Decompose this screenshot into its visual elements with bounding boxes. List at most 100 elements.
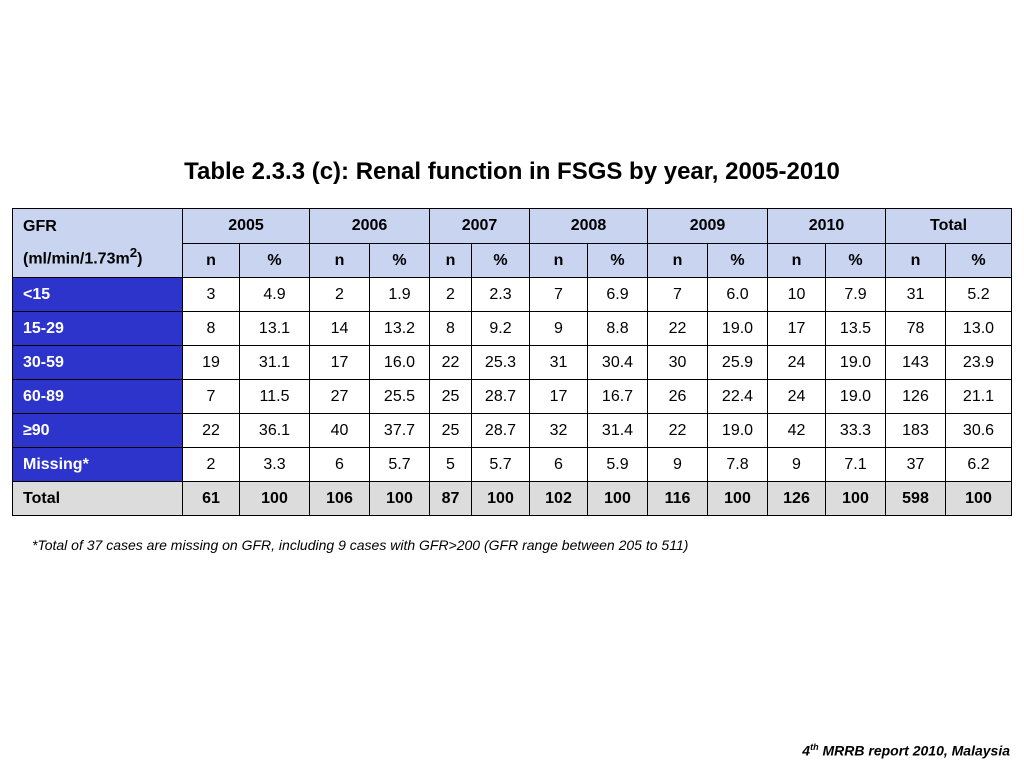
- n-header: n: [182, 243, 240, 278]
- row-label: 30-59: [12, 345, 183, 380]
- count-cell: 17: [529, 379, 588, 414]
- percent-cell: 13.5: [825, 311, 886, 346]
- percent-cell: 7.9: [825, 277, 886, 312]
- percent-cell: 100: [587, 481, 648, 516]
- count-cell: 31: [885, 277, 946, 312]
- percent-cell: 5.2: [945, 277, 1012, 312]
- count-cell: 6: [309, 447, 370, 482]
- count-cell: 14: [309, 311, 370, 346]
- count-cell: 2: [429, 277, 472, 312]
- row-label: Total: [12, 481, 183, 516]
- percent-cell: 31.4: [587, 413, 648, 448]
- percent-cell: 9.2: [471, 311, 530, 346]
- percent-cell: 30.6: [945, 413, 1012, 448]
- count-cell: 30: [647, 345, 708, 380]
- year-header-4: 2009: [647, 208, 768, 244]
- row-label: 60-89: [12, 379, 183, 414]
- year-header-0: 2005: [182, 208, 310, 244]
- percent-cell: 6.2: [945, 447, 1012, 482]
- count-cell: 598: [885, 481, 946, 516]
- count-cell: 126: [885, 379, 946, 414]
- percent-cell: 25.5: [369, 379, 430, 414]
- percent-cell: 5.9: [587, 447, 648, 482]
- count-cell: 78: [885, 311, 946, 346]
- percent-cell: 7.8: [707, 447, 768, 482]
- percent-cell: 16.0: [369, 345, 430, 380]
- count-cell: 22: [429, 345, 472, 380]
- count-cell: 87: [429, 481, 472, 516]
- percent-cell: 100: [945, 481, 1012, 516]
- count-cell: 22: [647, 311, 708, 346]
- count-cell: 17: [309, 345, 370, 380]
- year-header-row: GFR (ml/min/1.73m2) 2005 2006 2007 2008 2009…: [12, 208, 1012, 278]
- count-cell: 2: [182, 447, 240, 482]
- count-cell: 143: [885, 345, 946, 380]
- percent-cell: 5.7: [471, 447, 530, 482]
- percent-cell: 8.8: [587, 311, 648, 346]
- percent-cell: 6.9: [587, 277, 648, 312]
- percent-header: %: [825, 243, 886, 278]
- count-cell: 17: [767, 311, 826, 346]
- n-header: n: [767, 243, 826, 278]
- percent-cell: 31.1: [239, 345, 310, 380]
- percent-header: %: [471, 243, 530, 278]
- percent-cell: 19.0: [707, 413, 768, 448]
- source-credit: 4th MRRB report 2010, Malaysia: [802, 742, 1010, 759]
- gfr-header-sup: 2: [129, 244, 138, 260]
- gfr-header-cell: GFR (ml/min/1.73m2): [12, 208, 183, 278]
- count-cell: 27: [309, 379, 370, 414]
- count-cell: 106: [309, 481, 370, 516]
- year-header-5: 2010: [767, 208, 886, 244]
- gfr-header-close: ): [137, 250, 143, 268]
- row-label: Missing*: [12, 447, 183, 482]
- year-header-3: 2008: [529, 208, 648, 244]
- count-cell: 24: [767, 345, 826, 380]
- count-cell: 6: [529, 447, 588, 482]
- count-cell: 22: [182, 413, 240, 448]
- percent-cell: 6.0: [707, 277, 768, 312]
- year-header-6: Total: [885, 208, 1012, 244]
- count-cell: 8: [182, 311, 240, 346]
- count-cell: 37: [885, 447, 946, 482]
- percent-cell: 11.5: [239, 379, 310, 414]
- percent-cell: 16.7: [587, 379, 648, 414]
- gfr-header-line2: (ml/min/1.73m: [23, 250, 130, 268]
- count-cell: 22: [647, 413, 708, 448]
- n-header: n: [429, 243, 472, 278]
- row-label: <15: [12, 277, 183, 312]
- count-cell: 7: [647, 277, 708, 312]
- percent-header: %: [587, 243, 648, 278]
- count-cell: 25: [429, 413, 472, 448]
- count-cell: 61: [182, 481, 240, 516]
- percent-cell: 19.0: [825, 345, 886, 380]
- percent-cell: 13.2: [369, 311, 430, 346]
- percent-cell: 25.3: [471, 345, 530, 380]
- percent-cell: 21.1: [945, 379, 1012, 414]
- count-cell: 5: [429, 447, 472, 482]
- percent-cell: 5.7: [369, 447, 430, 482]
- count-cell: 26: [647, 379, 708, 414]
- percent-cell: 22.4: [707, 379, 768, 414]
- percent-cell: 28.7: [471, 413, 530, 448]
- count-cell: 10: [767, 277, 826, 312]
- count-cell: 40: [309, 413, 370, 448]
- percent-cell: 3.3: [239, 447, 310, 482]
- count-cell: 126: [767, 481, 826, 516]
- percent-cell: 37.7: [369, 413, 430, 448]
- count-cell: 9: [767, 447, 826, 482]
- gfr-header-line1: GFR: [23, 217, 57, 235]
- percent-cell: 13.1: [239, 311, 310, 346]
- n-header: n: [529, 243, 588, 278]
- count-cell: 9: [647, 447, 708, 482]
- table-title: Table 2.3.3 (c): Renal function in FSGS …: [184, 158, 840, 185]
- percent-cell: 13.0: [945, 311, 1012, 346]
- n-header: n: [647, 243, 708, 278]
- table-row: 30-59 19 31.1 17 16.0 22 25.3 31 30.4 30 25.9 24 19.…: [12, 345, 1012, 380]
- sub-header-row: n% n% n% n% n% n% n%: [13, 243, 1012, 278]
- n-header: n: [309, 243, 370, 278]
- count-cell: 9: [529, 311, 588, 346]
- footnote: *Total of 37 cases are missing on GFR, i…: [32, 537, 689, 553]
- percent-cell: 100: [369, 481, 430, 516]
- percent-cell: 33.3: [825, 413, 886, 448]
- percent-header: %: [945, 243, 1012, 278]
